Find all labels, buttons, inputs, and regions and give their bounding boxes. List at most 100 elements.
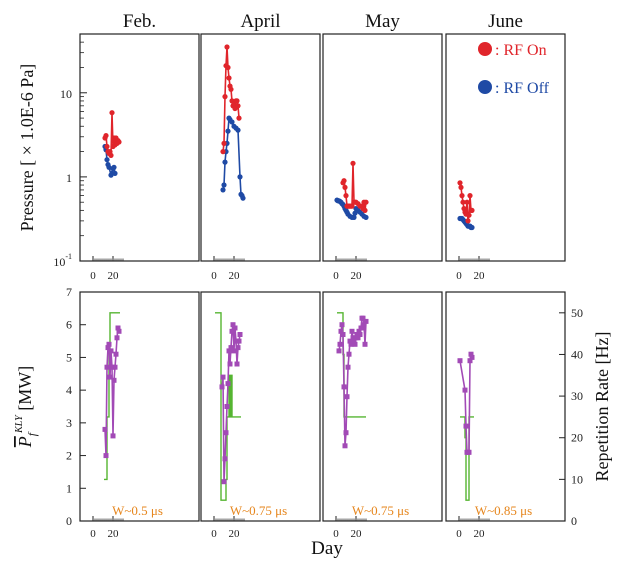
- power-point: [351, 338, 357, 344]
- power-y-tick-label-1: 1: [66, 481, 72, 495]
- power-x-tick-label: 20: [351, 528, 363, 540]
- power-point: [355, 335, 361, 341]
- rf-on-group-1: [220, 44, 242, 155]
- power-point: [338, 328, 344, 334]
- rf-on-point: [116, 139, 122, 145]
- reprate-group-3: [460, 416, 474, 501]
- power-point: [108, 348, 114, 354]
- power-y-tick-label-3: 3: [66, 416, 72, 430]
- rf-on-point: [469, 207, 475, 213]
- power-point: [236, 338, 242, 344]
- month-title-0: Feb.: [123, 11, 156, 32]
- rf-off-point: [469, 224, 475, 231]
- pressure-panel-frame-3: [445, 33, 566, 262]
- rf-on-point: [234, 98, 240, 104]
- rf-on-point: [236, 115, 242, 121]
- power-point: [228, 345, 234, 351]
- rf-off-point: [104, 157, 110, 163]
- pressure-x-tick-label: 20: [474, 270, 486, 282]
- pressure-x-tick-label: 20: [108, 270, 120, 282]
- power-point: [223, 430, 229, 436]
- rf-off-point: [351, 214, 357, 220]
- pressure-x-tick-label: 0: [211, 270, 217, 282]
- rf-on-point: [458, 184, 464, 190]
- rf-on-point: [342, 184, 348, 190]
- legend-rf-on-label: : RF On: [495, 42, 547, 59]
- pressure-y-tick-label-2: 10: [60, 87, 72, 101]
- rf-on-point: [109, 110, 115, 116]
- rf-on-point: [363, 199, 369, 205]
- power-x-tick-label: 0: [456, 528, 462, 540]
- power-point: [226, 348, 232, 354]
- rf-off-point: [225, 128, 231, 134]
- power-point: [229, 328, 235, 334]
- rf-off-point: [235, 127, 241, 133]
- x-axis-label: Day: [311, 538, 343, 559]
- pressure-x-tick-label: 0: [333, 270, 339, 282]
- power-point: [105, 345, 111, 351]
- power-point: [113, 351, 119, 357]
- power-point: [361, 322, 367, 328]
- rf-off-point: [240, 195, 246, 201]
- rf-off-point: [111, 164, 117, 170]
- rf-on-point: [225, 64, 231, 71]
- rf-off-point: [363, 214, 369, 220]
- power-point: [225, 381, 231, 387]
- pulse-width-label-0: W~0.5 μs: [112, 503, 163, 518]
- rf-on-point: [459, 193, 465, 199]
- power-point: [111, 377, 117, 383]
- legend-rf-off-label: : RF Off: [495, 80, 550, 97]
- power-point: [356, 328, 362, 334]
- legend-rf-off-marker: [478, 80, 492, 94]
- rf-off-point: [222, 159, 228, 165]
- reprate-y-tick-label-0: 0: [571, 514, 577, 528]
- rf-on-group-3: [457, 180, 475, 224]
- power-point: [220, 374, 226, 380]
- reprate-y-tick-label-3: 30: [571, 389, 583, 403]
- power-point: [114, 335, 120, 341]
- power-point: [345, 364, 351, 370]
- legend-rf-on-marker: [478, 42, 492, 56]
- power-point: [232, 325, 238, 331]
- rf-off-point: [221, 182, 227, 188]
- pressure-y-tick-label-1: 1: [66, 171, 72, 185]
- rf-on-point: [228, 86, 234, 92]
- power-x-tick-label: 20: [474, 528, 486, 540]
- power-point: [116, 328, 122, 334]
- power-point: [457, 358, 463, 364]
- rf-on-point: [108, 152, 114, 158]
- power-panel-frame-3: [445, 291, 566, 522]
- power-point: [340, 332, 346, 337]
- power-point: [110, 433, 116, 439]
- power-point: [224, 404, 230, 409]
- power-point: [102, 426, 108, 432]
- rf-on-point: [341, 178, 347, 184]
- power-point: [344, 394, 350, 400]
- pulse-width-label-1: W~0.75 μs: [230, 503, 287, 518]
- power-point: [222, 456, 228, 462]
- pressure-x-tick-label: 20: [351, 270, 363, 282]
- rf-on-point: [103, 133, 109, 139]
- power-panel-frame-1: [200, 291, 321, 522]
- rf-on-point: [466, 212, 472, 218]
- power-point: [230, 322, 236, 328]
- rf-on-point: [457, 180, 463, 186]
- power-point: [112, 364, 118, 370]
- rf-on-group-2: [340, 160, 369, 213]
- power-point: [221, 479, 227, 485]
- power-point: [106, 341, 112, 347]
- power-group-2: [336, 315, 369, 449]
- power-y-tick-label-7: 7: [66, 285, 72, 299]
- reprate-group-1: [215, 312, 241, 501]
- power-point: [363, 318, 369, 324]
- power-point: [357, 332, 363, 337]
- pressure-panel-frame-2: [322, 33, 443, 262]
- rf-off-point: [112, 170, 118, 176]
- rf-on-group-0: [102, 110, 122, 158]
- power-y-tick-label-5: 5: [66, 350, 72, 364]
- rf-on-point: [235, 103, 241, 109]
- power-point: [231, 348, 237, 354]
- rf-on-point: [224, 44, 230, 50]
- pulse-width-label-3: W~0.85 μs: [475, 503, 532, 518]
